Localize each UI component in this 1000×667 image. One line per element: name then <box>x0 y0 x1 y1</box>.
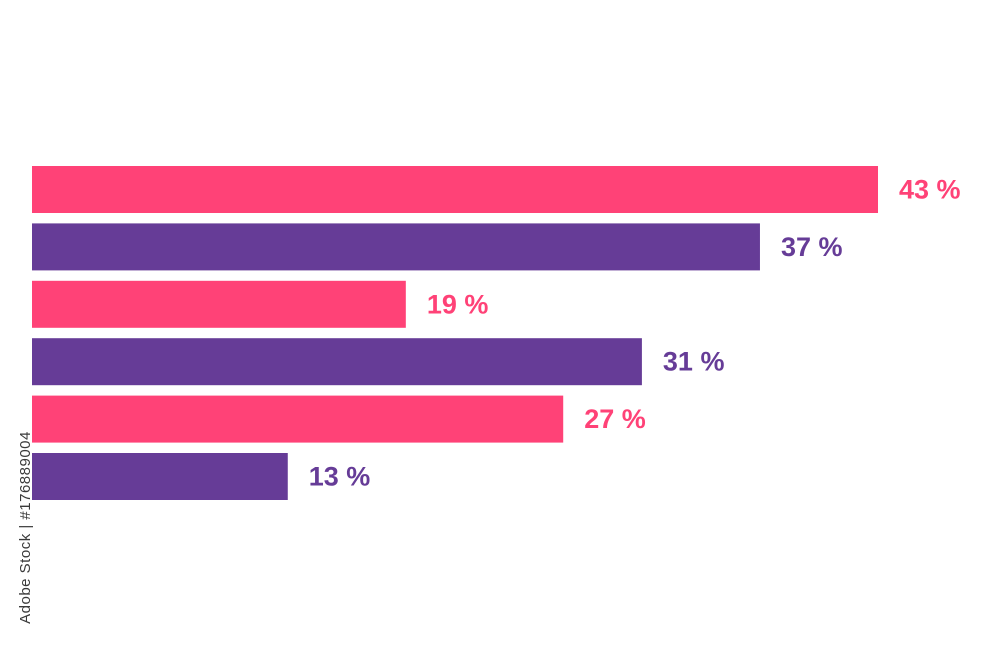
bar-value-label-4: 31 % <box>663 347 725 377</box>
stock-watermark: Adobe Stock | #176889004 <box>10 415 40 640</box>
bar-5 <box>32 395 564 443</box>
bar-6 <box>32 453 288 500</box>
bar-1 <box>32 166 878 213</box>
bar-4 <box>32 338 642 386</box>
bar-value-label-5: 27 % <box>584 404 646 434</box>
bar-value-label-6: 13 % <box>309 462 371 492</box>
bar-value-label-3: 19 % <box>427 289 489 319</box>
bar-value-label-1: 43 % <box>899 175 961 205</box>
bar-2 <box>32 223 760 271</box>
bar-3 <box>32 280 406 328</box>
stock-id-text: Adobe Stock | #176889004 <box>16 431 34 624</box>
bar-value-label-2: 37 % <box>781 232 843 262</box>
